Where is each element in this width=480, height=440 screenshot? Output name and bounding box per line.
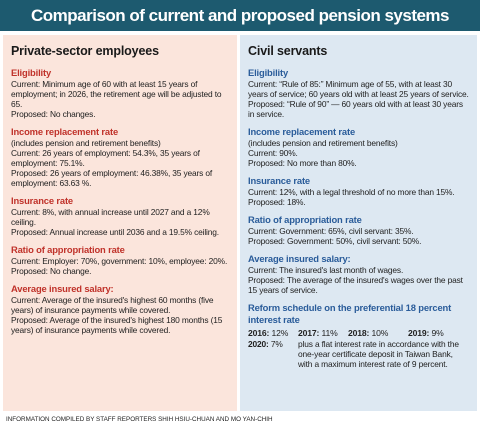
section: Ratio of appropriation rate Current: Gove… bbox=[248, 214, 469, 246]
schedule-rate: 10% bbox=[371, 328, 389, 338]
section-line: Current: 26 years of employment: 54.3%, … bbox=[11, 148, 200, 168]
schedule-item: 2018: 10% bbox=[348, 328, 408, 338]
section-line: Proposed: Government: 50%, civil servant… bbox=[248, 236, 422, 246]
section: Income replacement rate (includes pension… bbox=[248, 126, 469, 168]
section-title: Average insured salary: bbox=[11, 283, 114, 294]
section-title: Ratio of appropriation rate bbox=[11, 244, 125, 255]
schedule-year: 2017: bbox=[298, 328, 320, 338]
section: Income replacement rate (includes pension… bbox=[11, 126, 229, 188]
section-line: Proposed: No more than 80%. bbox=[248, 158, 357, 168]
section-line: Proposed: Average of the insured's highe… bbox=[11, 315, 223, 335]
schedule: Reform schedule on the preferential 18 p… bbox=[248, 302, 469, 369]
schedule-title: Reform schedule on the preferential 18 p… bbox=[248, 302, 452, 325]
schedule-rate: 11% bbox=[321, 328, 338, 338]
schedule-year: 2020: bbox=[248, 339, 269, 349]
section-line: (includes pension and retirement benefit… bbox=[248, 138, 398, 148]
section-line: Current: “Rule of 85:” Minimum age of 55… bbox=[248, 79, 469, 99]
section: Eligibility Current: Minimum age of 60 wi… bbox=[11, 67, 229, 119]
section: Average insured salary: Current: Average … bbox=[11, 283, 229, 335]
section-title: Eligibility bbox=[248, 67, 289, 78]
section-line: Proposed: 26 years of employment: 46.38%… bbox=[11, 168, 213, 188]
section: Insurance rate Current: 12%, with a legal… bbox=[248, 175, 469, 207]
column-private: Private-sector employees Eligibility Curre… bbox=[3, 35, 237, 411]
section-line: Proposed: 18%. bbox=[248, 197, 306, 207]
column-civil: Civil servants Eligibility Current: “Rule … bbox=[240, 35, 477, 411]
schedule-item: 2020: 7% bbox=[248, 339, 298, 369]
section: Eligibility Current: “Rule of 85:” Minimu… bbox=[248, 67, 469, 119]
column-heading: Private-sector employees bbox=[11, 44, 159, 58]
section-line: Current: 12%, with a legal threshold of … bbox=[248, 187, 455, 197]
schedule-item: 2016: 12% bbox=[248, 328, 298, 338]
section-line: Current: Average of the insured's highes… bbox=[11, 295, 214, 315]
schedule-year: 2018: bbox=[348, 328, 370, 338]
section-title: Insurance rate bbox=[248, 175, 310, 186]
section-line: Current: The insured's last month of wag… bbox=[248, 265, 404, 275]
section-line: Proposed: The average of the insured's w… bbox=[248, 275, 463, 295]
section-line: Current: 90%. bbox=[248, 148, 298, 158]
section-line: Proposed: No change. bbox=[11, 266, 92, 276]
schedule-rate: 12% bbox=[271, 328, 289, 338]
section-line: Current: Government: 65%, civil servant:… bbox=[248, 226, 414, 236]
section-line: Current: Minimum age of 60 with at least… bbox=[11, 79, 222, 109]
section-title: Average insured salary: bbox=[248, 253, 351, 264]
section: Insurance rate Current: 8%, with annual i… bbox=[11, 195, 229, 237]
schedule-item: 2019: 9% bbox=[408, 328, 458, 338]
schedule-rate: 7% bbox=[270, 339, 283, 349]
section-title: Insurance rate bbox=[11, 195, 73, 206]
schedule-item: 2017: 11% bbox=[298, 328, 348, 338]
footer: INFORMATION COMPILED BY STAFF REPORTERS … bbox=[6, 416, 273, 423]
schedule-note: plus a flat interest rate in accordance … bbox=[298, 339, 459, 369]
title-bar: Comparison of current and proposed pensi… bbox=[0, 0, 480, 31]
section: Ratio of appropriation rate Current: Empl… bbox=[11, 244, 229, 276]
section-line: Proposed: “Rule of 90” — 60 years old wi… bbox=[248, 99, 463, 119]
schedule-year: 2016: bbox=[248, 328, 270, 338]
schedule-rate: 9% bbox=[431, 328, 444, 338]
schedule-grid: 2016: 12% 2017: 11% 2018: 10% 2019: 9% bbox=[248, 328, 469, 338]
section-title: Income replacement rate bbox=[248, 126, 356, 137]
section-line: (includes pension and retirement benefit… bbox=[11, 138, 161, 148]
section-line: Current: Employer: 70%, government: 10%,… bbox=[11, 256, 228, 266]
section-line: Current: 8%, with annual increase until … bbox=[11, 207, 210, 227]
section-line: Proposed: Annual increase until 2036 and… bbox=[11, 227, 219, 237]
section-title: Income replacement rate bbox=[11, 126, 119, 137]
schedule-year: 2019: bbox=[408, 328, 430, 338]
section: Average insured salary: Current: The insu… bbox=[248, 253, 469, 295]
section-title: Ratio of appropriation rate bbox=[248, 214, 362, 225]
section-line: Proposed: No changes. bbox=[11, 109, 96, 119]
section-title: Eligibility bbox=[11, 67, 52, 78]
schedule-note-row: 2020: 7% plus a flat interest rate in acc… bbox=[248, 339, 469, 369]
column-heading: Civil servants bbox=[248, 44, 328, 58]
